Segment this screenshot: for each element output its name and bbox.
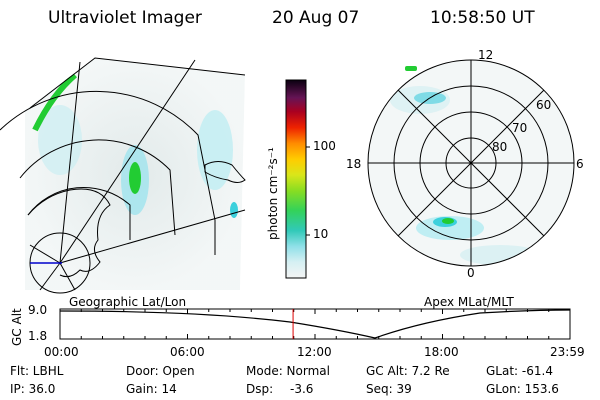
glat-status: GLat: -61.4 [486,364,553,378]
time-tick-label: 00:00 [44,345,79,359]
filter-status: Flt: LBHL [10,364,64,378]
coastline [27,161,246,278]
gc-alt-status: GC Alt: 7.2 Re [366,364,450,378]
mlt-label-dusk: 18 [346,157,362,171]
time-tick-label: 12:00 [297,345,332,359]
polar-aurora [390,86,540,265]
colorbar-tick-label: 100 [313,139,336,153]
colorbar-gradient [285,79,307,279]
polar-aurora-spot [405,66,417,71]
dsp-label: Dsp: [246,382,274,396]
mode-status: Mode: Normal [246,364,330,378]
time-tick-label: 18:00 [424,345,459,359]
seq-status: Seq: 39 [366,382,412,396]
instrument-title: Ultraviolet Imager [48,8,202,28]
mlt-label-dawn: 6 [576,157,584,171]
gain-status: Gain: 14 [126,382,177,396]
mlt-label-noon: 12 [478,48,494,62]
mlat-label: 70 [512,121,528,135]
door-status: Door: Open [126,364,195,378]
y-tick-label: 1.8 [28,329,48,343]
geographic-title: Geographic Lat/Lon [69,295,187,309]
ip-status: IP: 36.0 [10,382,56,396]
aurora-emission [32,72,238,218]
time-tick-label: 06:00 [170,345,205,359]
apex-title: Apex MLat/MLT [424,295,514,309]
colorbar-tick-label: 10 [313,227,329,241]
dsp-value: -3.6 [290,382,314,396]
altitude-curve [59,309,571,339]
date-label: 20 Aug 07 [272,8,360,28]
mlat-label: 60 [536,98,552,112]
time-tick-label: 23:59 [550,345,585,359]
time-axis-ticks [59,309,571,339]
mlt-label-midnight: 0 [467,266,475,280]
mlat-grid [367,59,575,267]
time-label: 10:58:50 UT [430,8,535,28]
mlat-label: 80 [492,140,508,154]
y-tick-label: 9.0 [28,303,48,317]
glon-status: GLon: 153.6 [486,382,559,396]
